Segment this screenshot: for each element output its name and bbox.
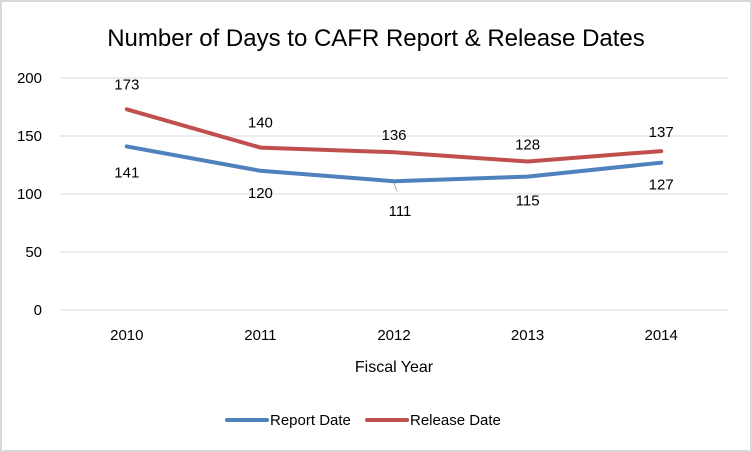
data-label: 128 (515, 137, 540, 154)
y-tick-label: 50 (25, 244, 42, 261)
y-tick-label: 150 (17, 128, 42, 145)
legend-label: Release Date (410, 412, 501, 429)
series-lines (124, 107, 664, 184)
data-label: 141 (114, 164, 139, 181)
x-tick-label: 2011 (244, 327, 276, 344)
series-line-release-date (124, 107, 664, 164)
y-axis-ticks: 0 50 100 150 200 (17, 70, 42, 319)
gridlines (60, 77, 728, 311)
data-label: 127 (649, 177, 674, 194)
data-label: 140 (248, 115, 273, 132)
data-label: 136 (381, 127, 406, 144)
x-tick-label: 2013 (511, 327, 544, 344)
x-axis-ticks: 2010 2011 2012 2013 2014 (110, 327, 678, 344)
data-label: 120 (248, 185, 273, 202)
x-tick-label: 2012 (377, 327, 410, 344)
data-labels: 141 120 111 115 127 173 140 136 128 137 (114, 76, 673, 220)
series-line-report-date (124, 144, 664, 184)
data-label: 111 (389, 203, 412, 220)
x-tick-label: 2010 (110, 327, 143, 344)
data-label: 173 (114, 76, 139, 93)
x-axis-title: Fiscal Year (355, 359, 434, 376)
chart-title: Number of Days to CAFR Report & Release … (107, 25, 645, 52)
x-tick-label: 2014 (645, 327, 678, 344)
data-label: 137 (649, 124, 674, 141)
legend-label: Report Date (270, 412, 351, 429)
y-tick-label: 200 (17, 70, 42, 87)
y-tick-label: 100 (17, 186, 42, 203)
y-tick-label: 0 (34, 302, 42, 319)
leader-line (393, 183, 398, 192)
legend: Report Date Release Date (225, 412, 501, 429)
data-label: 115 (516, 193, 540, 210)
